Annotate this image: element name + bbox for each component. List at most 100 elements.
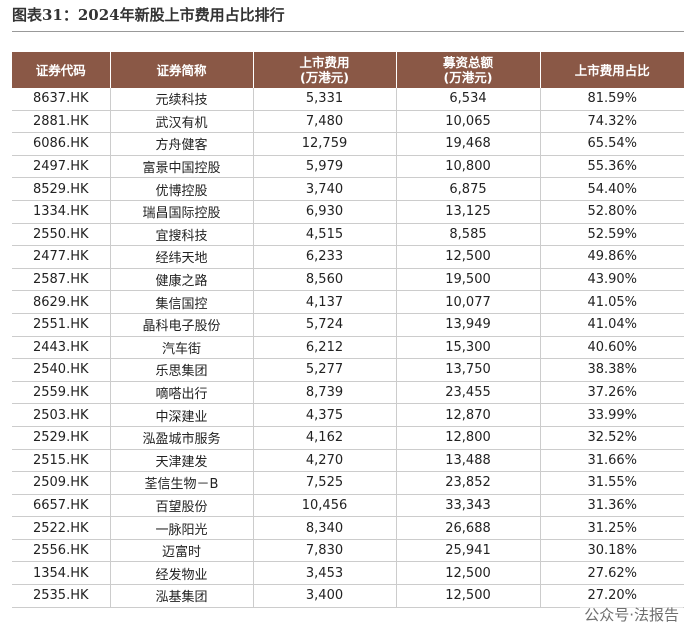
table-cell: 百望股份 (110, 494, 254, 518)
table-cell: 81.59% (540, 88, 684, 111)
table-cell: 12,870 (396, 403, 541, 427)
table-cell: 31.25% (540, 516, 684, 540)
table-cell: 方舟健客 (110, 132, 254, 156)
table-cell: 4,515 (253, 223, 397, 247)
header-cell: 证券代码 (12, 52, 111, 88)
table-cell: 55.36% (540, 155, 684, 179)
table-row: 2587.HK 健康之路 8,560 19,500 43.90% (12, 268, 684, 292)
table-cell: 4,270 (253, 449, 397, 473)
table-cell: 13,125 (396, 200, 541, 224)
table-cell: 1354.HK (12, 561, 111, 586)
table-cell: 2522.HK (12, 516, 111, 540)
table-row: 1354.HK 经发物业 3,453 12,500 27.62% (12, 561, 684, 586)
table-cell: 8,585 (396, 223, 541, 247)
table-row: 2551.HK 晶科电子股份 5,724 13,949 41.04% (12, 313, 684, 337)
table-cell: 7,830 (253, 539, 397, 563)
table: 证券代码 证券简称 上市费用 (万港元) 募资总额 (万港元) 上市费用占比 8637.HK… (12, 52, 684, 608)
table-cell: 33.99% (540, 403, 684, 427)
table-row: 2559.HK 嘀嗒出行 8,739 23,455 37.26% (12, 381, 684, 405)
table-cell: 2540.HK (12, 358, 111, 382)
table-cell: 一脉阳光 (110, 516, 254, 540)
table-cell: 宜搜科技 (110, 223, 254, 247)
table-cell: 23,455 (396, 381, 541, 405)
table-cell: 4,162 (253, 426, 397, 450)
table-cell: 25,941 (396, 539, 541, 563)
table-row: 2522.HK 一脉阳光 8,340 26,688 31.25% (12, 516, 684, 540)
table-cell: 7,480 (253, 110, 397, 134)
table-cell: 8,739 (253, 381, 397, 405)
table-cell: 8529.HK (12, 177, 111, 201)
table-cell: 31.55% (540, 471, 684, 495)
table-cell: 晶科电子股份 (110, 313, 254, 337)
table-cell: 富景中国控股 (110, 155, 254, 179)
table-cell: 8629.HK (12, 290, 111, 314)
table-cell: 6,534 (396, 88, 541, 111)
table-cell: 2881.HK (12, 110, 111, 134)
table-cell: 荃信生物－B (110, 471, 254, 495)
table-cell: 49.86% (540, 245, 684, 269)
table-cell: 31.66% (540, 449, 684, 473)
table-cell: 乐思集团 (110, 358, 254, 382)
table-cell: 瑞昌国际控股 (110, 200, 254, 224)
table-row: 2881.HK 武汉有机 7,480 10,065 74.32% (12, 110, 684, 134)
table-cell: 31.36% (540, 494, 684, 518)
table-cell: 2497.HK (12, 155, 111, 179)
table-cell: 13,949 (396, 313, 541, 337)
table-row: 1334.HK 瑞昌国际控股 6,930 13,125 52.80% (12, 200, 684, 224)
table-cell: 23,852 (396, 471, 541, 495)
table-cell: 41.05% (540, 290, 684, 314)
table-cell: 2551.HK (12, 313, 111, 337)
table-cell: 26,688 (396, 516, 541, 540)
header-text: (万港元) (443, 70, 493, 85)
table-cell: 54.40% (540, 177, 684, 201)
table-cell: 6657.HK (12, 494, 111, 518)
table-cell: 74.32% (540, 110, 684, 134)
table-cell: 迈富时 (110, 539, 254, 563)
header-cell: 募资总额 (万港元) (396, 52, 541, 88)
table-cell: 嘀嗒出行 (110, 381, 254, 405)
table-cell: 2529.HK (12, 426, 111, 450)
table-row: 2529.HK 泓盈城市服务 4,162 12,800 32.52% (12, 426, 684, 450)
table-cell: 8,340 (253, 516, 397, 540)
table-cell: 19,500 (396, 268, 541, 292)
table-cell: 37.26% (540, 381, 684, 405)
table-cell: 健康之路 (110, 268, 254, 292)
table-row: 2509.HK 荃信生物－B 7,525 23,852 31.55% (12, 471, 684, 495)
table-cell: 元续科技 (110, 88, 254, 111)
title: 图表31：2024年新股上市费用占比排行 (12, 6, 285, 24)
table-cell: 2535.HK (12, 584, 111, 608)
table-row: 2503.HK 中深建业 4,375 12,870 33.99% (12, 403, 684, 427)
table-cell: 6086.HK (12, 132, 111, 156)
table-body: 8637.HK 元续科技 5,331 6,534 81.59% 2881.HK 武汉有机 7,… (12, 88, 684, 608)
table-cell: 7,525 (253, 471, 397, 495)
table-cell: 6,233 (253, 245, 397, 269)
table-cell: 40.60% (540, 336, 684, 360)
table-cell: 10,065 (396, 110, 541, 134)
table-row: 6086.HK 方舟健客 12,759 19,468 65.54% (12, 132, 684, 156)
table-cell: 3,400 (253, 584, 397, 608)
table-cell: 30.18% (540, 539, 684, 563)
table-cell: 2443.HK (12, 336, 111, 360)
table-row: 2540.HK 乐思集团 5,277 13,750 38.38% (12, 358, 684, 382)
header-row: 证券代码 证券简称 上市费用 (万港元) 募资总额 (万港元) 上市费用占比 (12, 52, 684, 88)
header-text: 证券简称 (156, 62, 207, 78)
table-cell: 38.38% (540, 358, 684, 382)
table-cell: 3,453 (253, 561, 397, 586)
header-text: 上市费用占比 (574, 62, 650, 78)
table-cell: 32.52% (540, 426, 684, 450)
table-cell: 2503.HK (12, 403, 111, 427)
table-cell: 52.59% (540, 223, 684, 247)
table-row: 8529.HK 优博控股 3,740 6,875 54.40% (12, 177, 684, 201)
table-cell: 6,875 (396, 177, 541, 201)
table-cell: 2587.HK (12, 268, 111, 292)
header-cell: 上市费用占比 (540, 52, 684, 88)
table-cell: 汽车街 (110, 336, 254, 360)
table-cell: 13,750 (396, 358, 541, 382)
table-cell: 8637.HK (12, 88, 111, 111)
table-cell: 19,468 (396, 132, 541, 156)
table-cell: 6,212 (253, 336, 397, 360)
table-cell: 4,375 (253, 403, 397, 427)
table-cell: 12,759 (253, 132, 397, 156)
table-row: 2535.HK 泓基集团 3,400 12,500 27.20% (12, 584, 684, 608)
